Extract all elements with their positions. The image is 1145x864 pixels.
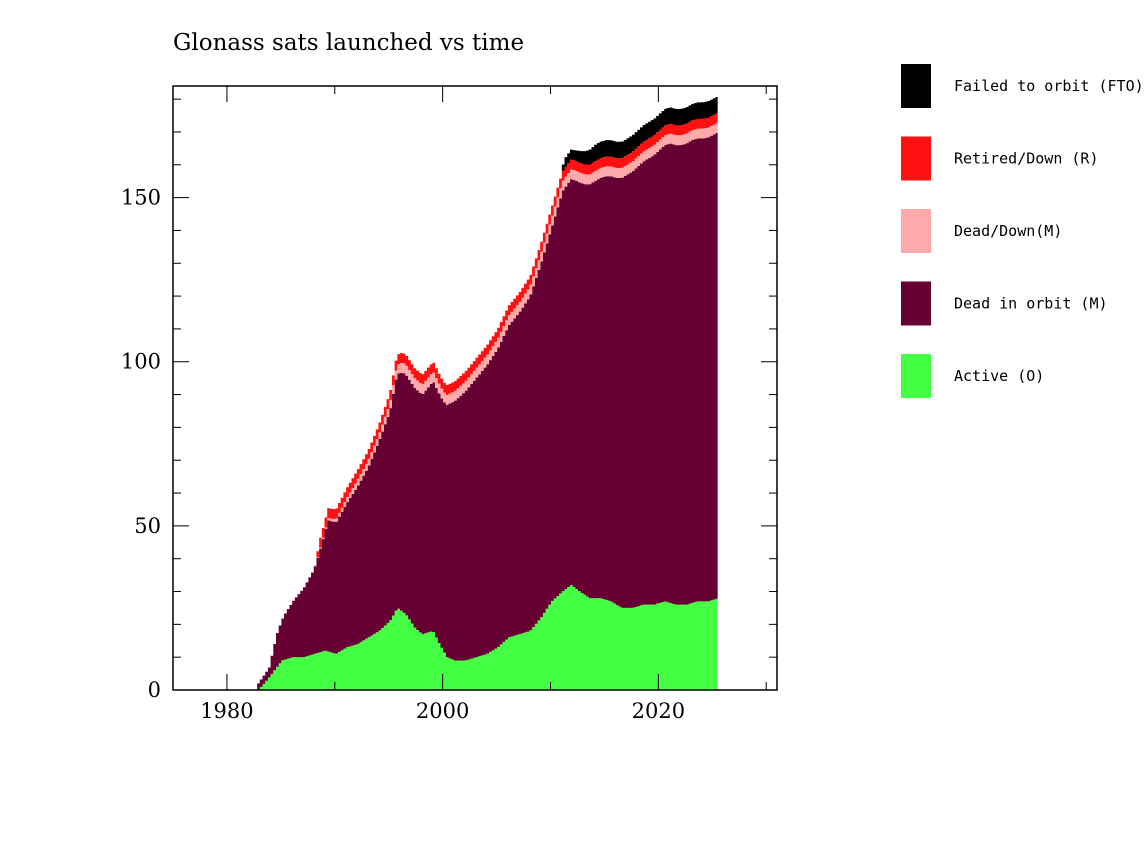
legend: Failed to orbit (FTO) Retired/Down (R) Dea…	[901, 64, 1144, 398]
legend-item-dead_down: Dead/Down(M)	[901, 209, 1062, 253]
legend-label: Active (O)	[954, 367, 1044, 385]
legend-swatch	[901, 209, 931, 253]
legend-label: Failed to orbit (FTO)	[954, 77, 1144, 95]
y-tick-label: 100	[121, 350, 161, 374]
series-area-dead_orbit	[257, 133, 718, 691]
legend-item-active: Active (O)	[901, 354, 1044, 398]
chart-title: Glonass sats launched vs time	[173, 30, 524, 56]
y-tick-label: 0	[148, 678, 161, 702]
legend-label: Dead/Down(M)	[954, 222, 1062, 240]
y-tick-label: 150	[121, 186, 161, 210]
legend-label: Dead in orbit (M)	[954, 295, 1108, 313]
x-tick-label: 1980	[200, 699, 253, 723]
legend-swatch	[901, 281, 931, 326]
legend-swatch	[901, 64, 931, 108]
x-tick-label: 2020	[632, 699, 685, 723]
y-tick-label: 50	[134, 514, 161, 538]
legend-swatch	[901, 354, 931, 398]
series-area-active	[257, 584, 718, 690]
ticks-layer	[173, 86, 777, 691]
series-layer	[257, 96, 718, 691]
legend-label: Retired/Down (R)	[954, 150, 1099, 168]
legend-item-fto: Failed to orbit (FTO)	[901, 64, 1144, 108]
x-tick-label: 2000	[416, 699, 469, 723]
legend-swatch	[901, 136, 931, 181]
plot-frame	[172, 85, 778, 691]
legend-item-dead_orbit: Dead in orbit (M)	[901, 281, 1108, 326]
tick-labels-layer: 0 50 100 150 1980 2000 2020	[121, 186, 685, 723]
legend-item-retired: Retired/Down (R)	[901, 136, 1099, 181]
